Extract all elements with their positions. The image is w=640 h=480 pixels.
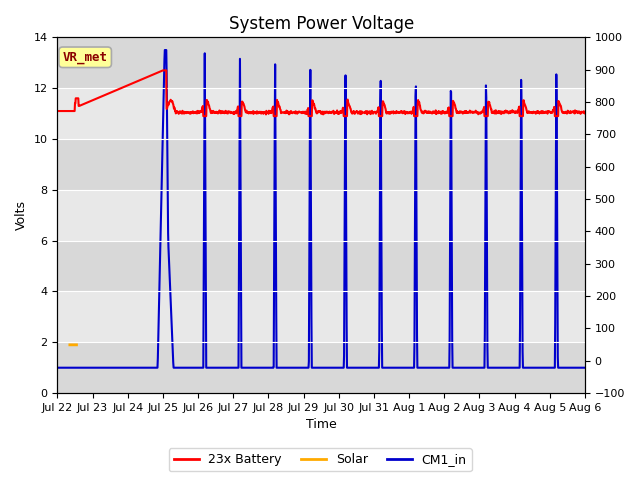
Bar	[58, 342, 585, 393]
Bar	[58, 88, 585, 139]
23x Battery	[158, 68, 166, 74]
CM1_in	[472, 365, 480, 371]
CM1_in	[161, 47, 169, 53]
Bar	[58, 291, 585, 342]
23x Battery	[172, 108, 179, 114]
Legend: 23x Battery, Solar, CM1_in: 23x Battery, Solar, CM1_in	[168, 448, 472, 471]
Y-axis label: Volts: Volts	[15, 200, 28, 230]
CM1_in	[172, 365, 179, 371]
Bar	[58, 190, 585, 240]
Text: VR_met: VR_met	[63, 51, 108, 64]
23x Battery	[159, 68, 167, 73]
Bar	[58, 240, 585, 291]
23x Battery	[581, 110, 589, 116]
Bar	[58, 139, 585, 190]
Title: System Power Voltage: System Power Voltage	[228, 15, 414, 33]
CM1_in	[230, 365, 238, 371]
CM1_in	[581, 365, 589, 371]
CM1_in	[54, 365, 61, 371]
CM1_in	[158, 173, 166, 179]
23x Battery	[472, 109, 480, 115]
CM1_in	[519, 348, 527, 354]
Line: 23x Battery: 23x Battery	[58, 71, 585, 116]
23x Battery	[519, 113, 527, 119]
Line: CM1_in: CM1_in	[58, 50, 585, 368]
CM1_in	[403, 365, 411, 371]
23x Battery	[200, 113, 207, 119]
23x Battery	[404, 110, 412, 116]
Bar	[58, 37, 585, 88]
23x Battery	[54, 108, 61, 114]
X-axis label: Time: Time	[306, 419, 337, 432]
23x Battery	[230, 111, 238, 117]
